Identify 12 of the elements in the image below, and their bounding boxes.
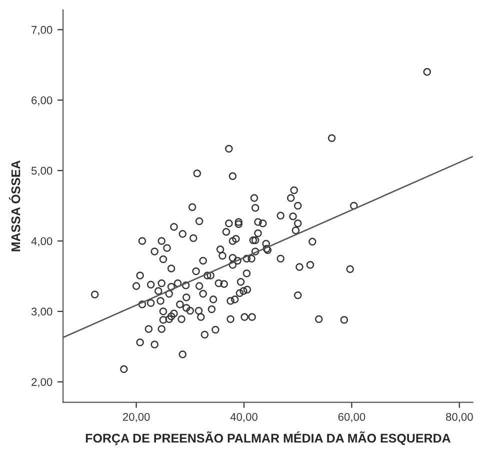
y-tick-label: 7,00	[32, 26, 52, 36]
x-tick-label: 60,00	[338, 412, 366, 422]
x-tick-label: 40,00	[230, 412, 258, 422]
y-tick-label: 3,00	[31, 308, 52, 317]
y-tick-label: 6,00	[32, 96, 52, 106]
y-axis-title: MASSA ÓSSEA	[9, 160, 20, 252]
y-tick-label: 5,00	[31, 166, 52, 176]
y-tick-label: 4,00	[31, 237, 52, 246]
x-tick-label: 20,00	[122, 412, 150, 422]
y-tick-label: 2,00	[32, 378, 52, 388]
x-axis-title: FORÇA DE PREENSÃO PALMAR MÉDIA DA MÃO ESQUERDA	[86, 431, 451, 446]
x-tick-label: 80,00	[446, 412, 473, 422]
